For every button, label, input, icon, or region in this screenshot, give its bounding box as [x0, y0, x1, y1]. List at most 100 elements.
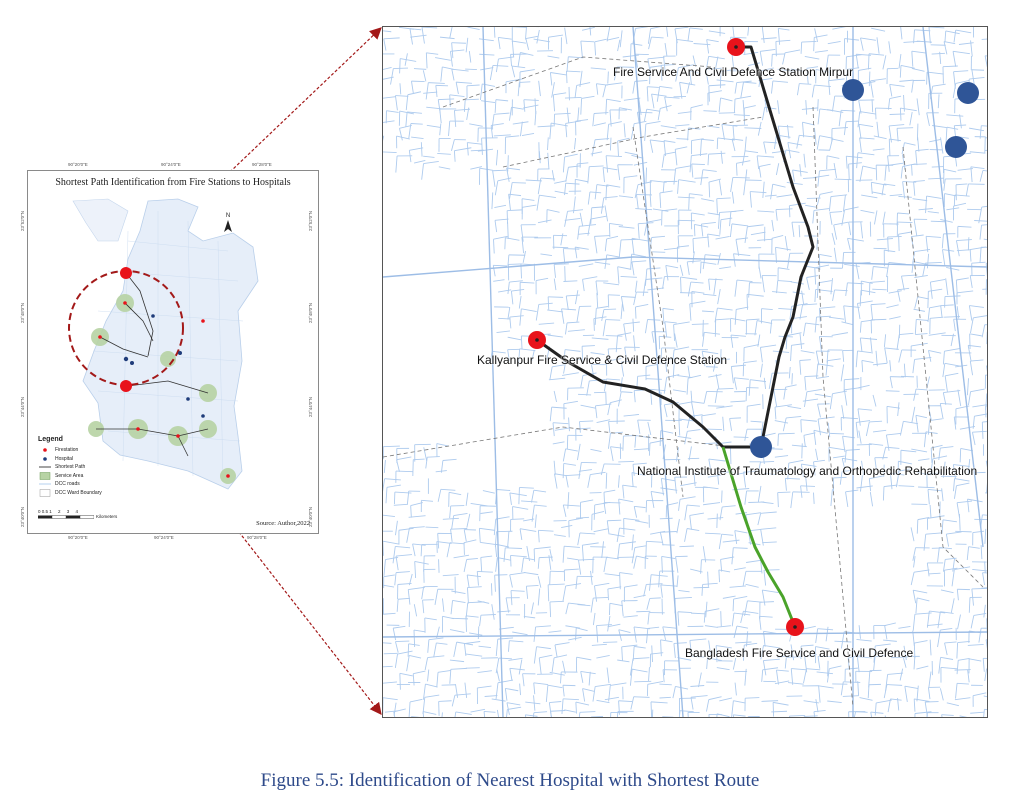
road-segment — [984, 668, 987, 681]
road-segment — [855, 54, 859, 69]
road-segment — [859, 165, 864, 182]
road-segment — [519, 683, 521, 696]
road-segment — [981, 205, 987, 208]
road-segment — [423, 160, 439, 165]
road-segment — [913, 589, 928, 594]
road-segment — [497, 679, 514, 684]
road-segment — [409, 698, 423, 703]
road-segment — [673, 643, 676, 658]
road-segment — [617, 391, 622, 407]
road-segment — [708, 181, 711, 198]
road-segment — [383, 540, 400, 545]
road-segment — [889, 360, 892, 372]
road-segment — [552, 246, 569, 249]
road-segment — [689, 300, 706, 305]
road-segment — [466, 557, 478, 560]
road-segment — [918, 458, 930, 461]
road-segment — [508, 193, 522, 197]
road-segment — [747, 224, 764, 228]
road-segment — [985, 639, 987, 649]
road-segment — [506, 702, 521, 706]
road-segment — [900, 166, 903, 179]
road-segment — [736, 471, 750, 475]
road-segment — [885, 446, 900, 449]
road-segment — [509, 667, 525, 671]
road-segment — [505, 687, 519, 692]
road-segment — [806, 66, 819, 69]
road-segment — [707, 212, 721, 216]
road-segment — [629, 43, 632, 61]
road-segment — [789, 306, 793, 320]
road-segment — [980, 545, 983, 560]
road-segment — [773, 469, 791, 472]
road-segment — [539, 194, 556, 198]
road-segment — [422, 711, 437, 715]
road-segment — [942, 392, 947, 405]
road-segment — [408, 150, 412, 163]
road-segment — [970, 359, 984, 362]
road-segment — [413, 629, 426, 633]
road-segment — [721, 124, 725, 140]
road-segment — [619, 572, 633, 575]
road-segment — [889, 124, 905, 127]
road-segment — [616, 527, 620, 543]
road-segment — [957, 641, 970, 644]
road-segment — [941, 233, 944, 249]
road-segment — [939, 403, 944, 420]
road-segment — [592, 113, 595, 127]
road-segment — [967, 669, 970, 683]
road-segment — [937, 547, 940, 563]
road-segment — [806, 277, 810, 290]
road-segment — [702, 332, 705, 347]
road-segment — [758, 166, 762, 178]
road-segment — [519, 487, 534, 489]
road-segment — [887, 698, 891, 713]
road-segment — [618, 700, 633, 702]
road-segment — [942, 519, 957, 523]
road-segment — [688, 446, 692, 461]
road-segment — [789, 202, 806, 207]
road-segment — [813, 492, 815, 504]
road-segment — [916, 318, 929, 321]
road-segment — [858, 67, 872, 71]
road-segment — [449, 629, 465, 633]
road-segment — [411, 81, 414, 94]
road-segment — [480, 557, 483, 572]
road-segment — [507, 307, 511, 320]
road-segment — [928, 350, 932, 362]
road-segment — [549, 571, 551, 585]
label-bangladesh-station: Bangladesh Fire Service and Civil Defenc… — [685, 646, 914, 660]
road-segment — [563, 248, 580, 250]
road-segment — [825, 360, 829, 376]
road-segment — [955, 530, 972, 533]
overview-map-graphic — [68, 198, 259, 490]
road-segment — [436, 672, 439, 688]
road-segment — [816, 194, 821, 206]
road-segment — [603, 196, 618, 199]
road-segment — [428, 82, 445, 84]
road-segment — [917, 597, 930, 602]
road-segment — [865, 421, 870, 437]
road-segment — [804, 265, 820, 269]
road-segment — [607, 519, 622, 522]
road-segment — [465, 492, 469, 506]
road-segment — [814, 84, 831, 88]
road-segment — [451, 515, 455, 530]
road-segment — [553, 654, 568, 659]
road-segment — [831, 232, 836, 246]
road-segment — [493, 264, 508, 267]
road-segment — [828, 316, 845, 320]
road-segment — [691, 290, 705, 294]
route-bangladesh-to-hospital — [721, 446, 797, 628]
road-segment — [617, 543, 620, 559]
road-segment — [833, 221, 849, 226]
road-segment — [707, 474, 722, 478]
road-segment — [651, 331, 655, 343]
road-segment — [512, 182, 526, 184]
road-segment — [478, 645, 492, 648]
zoom-arrow-top — [124, 27, 382, 273]
road-segment — [986, 365, 987, 372]
road-segment — [422, 70, 427, 82]
road-segment — [785, 477, 800, 480]
